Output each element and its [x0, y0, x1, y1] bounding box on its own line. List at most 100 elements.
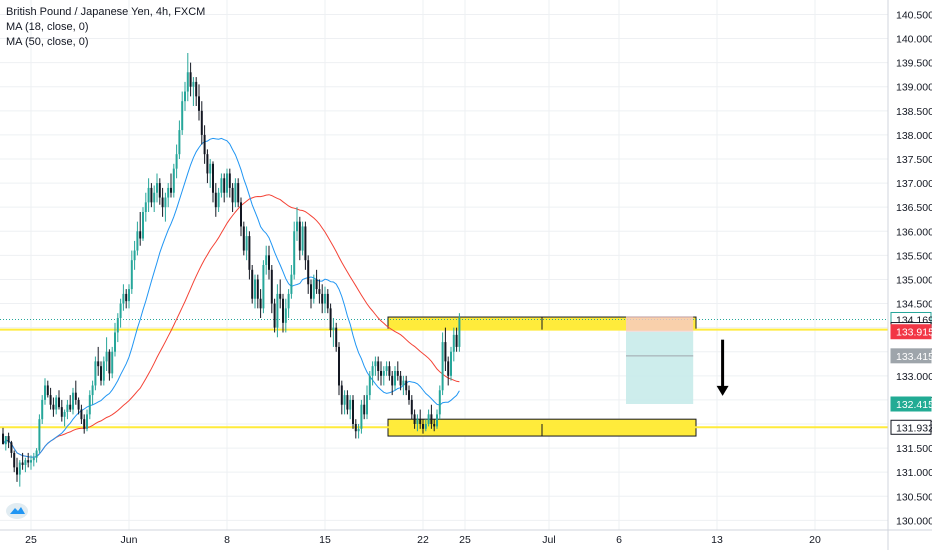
candle — [296, 207, 298, 241]
candle-body — [377, 361, 380, 371]
candle — [32, 452, 35, 467]
candle — [119, 298, 122, 328]
candle-body — [374, 361, 377, 367]
candle — [156, 173, 158, 203]
candle-body — [97, 361, 100, 367]
x-tick-label: 20 — [809, 534, 821, 546]
ma18-line — [2, 137, 460, 458]
candle — [343, 390, 346, 415]
candle-body — [46, 385, 49, 396]
y-tick-label: 136.500 — [896, 202, 932, 214]
candle-body — [298, 221, 301, 251]
candle-body — [310, 284, 312, 299]
candle-body — [203, 134, 206, 155]
candle-body — [220, 178, 223, 193]
candle — [49, 387, 52, 410]
candle — [368, 371, 371, 400]
tradingview-logo-icon — [6, 503, 28, 519]
candle-body — [102, 361, 105, 381]
candle-body — [433, 424, 436, 427]
candle-body — [380, 371, 382, 376]
y-tick-label: 136.000 — [896, 226, 932, 238]
candle — [18, 460, 21, 487]
candle — [214, 183, 217, 217]
price-tag-label: 133.415 — [896, 351, 932, 363]
y-tick-label: 130.500 — [896, 491, 932, 503]
ma50-line — [2, 194, 460, 458]
price-tag-box — [890, 396, 932, 412]
candle-body — [312, 279, 315, 299]
candle — [2, 427, 4, 445]
candle — [200, 101, 203, 145]
candle-body — [366, 395, 368, 415]
x-tick-label: 25 — [25, 534, 37, 546]
y-tick-label: 137.500 — [896, 154, 932, 166]
candle — [416, 414, 419, 432]
y-tick-label: 130.000 — [896, 515, 932, 527]
candle-body — [399, 375, 402, 386]
candle — [256, 274, 259, 309]
candle-body — [69, 404, 72, 410]
candle-body — [186, 72, 189, 92]
candle-body — [60, 407, 63, 417]
candle — [282, 293, 284, 333]
candle — [139, 212, 142, 246]
candle-body — [349, 399, 352, 410]
candle-body — [234, 183, 237, 203]
candle — [340, 380, 343, 415]
candle — [321, 284, 324, 314]
candle-body — [382, 371, 385, 376]
candle — [231, 183, 234, 212]
candle-body — [363, 404, 366, 415]
y-tick-label: 139.500 — [896, 58, 932, 70]
candle-body — [142, 212, 144, 239]
candle-body — [24, 460, 27, 465]
candle-body — [371, 366, 374, 376]
candle — [273, 298, 276, 333]
candle — [195, 77, 198, 106]
candle-body — [343, 395, 346, 405]
candle-body — [301, 226, 304, 251]
candle — [458, 313, 461, 352]
candle — [430, 404, 433, 429]
candle — [153, 185, 156, 212]
candle — [142, 207, 144, 241]
candle — [125, 289, 128, 309]
candle-body — [198, 96, 200, 111]
candle-body — [324, 293, 326, 304]
candle-body — [231, 187, 234, 203]
candle-body — [405, 380, 408, 391]
candle-body — [385, 366, 388, 371]
candle-body — [226, 173, 228, 193]
candle — [189, 62, 192, 97]
candle-body — [139, 231, 142, 239]
candle-body — [237, 183, 240, 203]
x-tick-label: 8 — [224, 534, 230, 546]
candle-body — [94, 361, 97, 386]
candle-body — [338, 346, 340, 386]
candle — [16, 457, 18, 482]
candle — [388, 361, 391, 381]
candle — [24, 457, 27, 473]
candle — [58, 390, 60, 410]
candle — [44, 378, 46, 405]
candle — [290, 265, 293, 299]
candle-body — [276, 293, 279, 328]
legend-title: British Pound / Japanese Yen, 4h, FXCM — [6, 6, 206, 18]
candle-body — [130, 260, 133, 290]
down-arrow-head-icon — [716, 385, 729, 396]
candle-body — [108, 351, 111, 374]
candle — [452, 327, 455, 362]
candle — [315, 269, 318, 294]
candle — [116, 313, 119, 343]
candle-body — [63, 411, 66, 417]
candle — [385, 361, 388, 376]
candle-body — [273, 303, 276, 328]
candle — [447, 356, 450, 386]
candle — [284, 298, 287, 333]
take-profit-box — [626, 331, 694, 405]
candle-body — [354, 424, 357, 432]
candle-body — [200, 110, 203, 135]
candle — [304, 221, 307, 270]
